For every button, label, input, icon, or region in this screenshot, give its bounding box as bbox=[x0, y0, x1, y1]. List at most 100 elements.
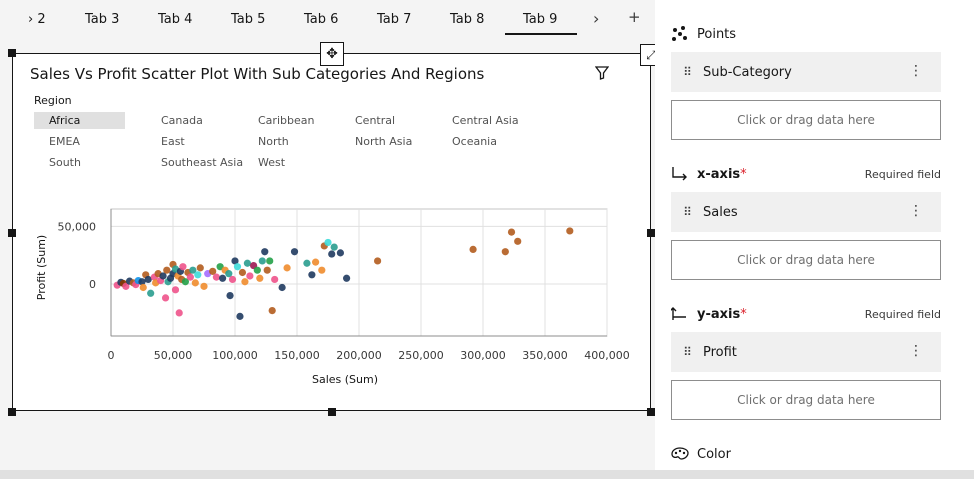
overflow-menu-icon[interactable]: ⋮ bbox=[909, 203, 923, 219]
legend-item-africa[interactable]: Africa bbox=[34, 112, 125, 129]
resize-handle-mr[interactable] bbox=[647, 229, 655, 237]
scatter-point bbox=[330, 243, 338, 251]
scatter-point bbox=[159, 272, 167, 280]
scatter-point bbox=[343, 274, 351, 282]
scatter-point bbox=[263, 266, 271, 274]
profit-field-pill[interactable]: ⠿ Profit ⋮ bbox=[671, 332, 941, 372]
xaxis-required-text: Required field bbox=[864, 168, 941, 181]
legend-item-southeast-asia[interactable]: Southeast Asia bbox=[161, 156, 244, 169]
move-icon[interactable]: ✥ bbox=[320, 42, 344, 66]
legend-item-west[interactable]: West bbox=[258, 156, 286, 169]
scatter-point bbox=[238, 268, 247, 277]
tab-2[interactable]: › 2 bbox=[28, 12, 46, 27]
legend-item-north[interactable]: North bbox=[258, 135, 289, 148]
legend-item-caribbean[interactable]: Caribbean bbox=[258, 114, 315, 127]
x-tick-label: 100,000 bbox=[212, 349, 258, 362]
drag-handle-icon[interactable]: ⠿ bbox=[683, 345, 692, 359]
y-tick-label: 0 bbox=[89, 278, 96, 291]
y-axis-icon bbox=[671, 307, 686, 320]
scatter-point bbox=[290, 248, 299, 256]
scatter-point bbox=[303, 259, 311, 267]
horizontal-scrollbar[interactable] bbox=[0, 470, 974, 479]
resize-handle-tl[interactable] bbox=[8, 49, 16, 57]
xaxis-drop-zone[interactable]: Click or drag data here bbox=[671, 240, 941, 280]
scatter-point bbox=[186, 273, 194, 281]
legend-item-south[interactable]: South bbox=[49, 156, 81, 169]
scatter-point bbox=[278, 283, 286, 292]
chevron-right-icon[interactable]: › bbox=[593, 9, 600, 28]
canvas: Sales Vs Profit Scatter Plot With Sub Ca… bbox=[0, 40, 662, 470]
scatter-point bbox=[144, 275, 152, 284]
drag-handle-icon[interactable]: ⠿ bbox=[683, 205, 692, 219]
scatter-visualization[interactable]: Sales Vs Profit Scatter Plot With Sub Ca… bbox=[12, 53, 651, 411]
y-axis-title: Profit (Sum) bbox=[35, 235, 48, 300]
overflow-menu-icon[interactable]: ⋮ bbox=[909, 63, 923, 79]
sales-field-pill[interactable]: ⠿ Sales ⋮ bbox=[671, 192, 941, 232]
scatter-point bbox=[324, 238, 332, 247]
y-tick-label: 50,000 bbox=[58, 220, 97, 233]
scatter-point bbox=[253, 266, 261, 274]
scatter-point bbox=[161, 294, 170, 302]
resize-handle-br[interactable] bbox=[647, 408, 655, 416]
scatter-point bbox=[243, 259, 251, 267]
scatter-point bbox=[228, 275, 237, 284]
tab-6[interactable]: Tab 6 bbox=[304, 12, 339, 27]
scatter-point bbox=[268, 307, 276, 315]
subcategory-field-pill[interactable]: ⠿ Sub-Category ⋮ bbox=[671, 52, 941, 92]
x-tick-label: 300,000 bbox=[460, 349, 506, 362]
scatter-point bbox=[163, 266, 171, 274]
scatter-point bbox=[226, 291, 234, 300]
x-axis-title: Sales (Sum) bbox=[312, 373, 378, 386]
resize-handle-ml[interactable] bbox=[8, 229, 16, 237]
scatter-point bbox=[312, 258, 320, 266]
scatter-point bbox=[566, 227, 574, 235]
resize-handle-bm[interactable] bbox=[328, 408, 336, 416]
sales-label: Sales bbox=[703, 204, 738, 220]
scatter-point bbox=[181, 278, 189, 286]
legend-item-east[interactable]: East bbox=[161, 135, 185, 148]
scatter-point bbox=[191, 279, 199, 287]
scatter-point bbox=[219, 274, 227, 282]
scatter-point bbox=[200, 282, 208, 290]
scatter-point bbox=[179, 263, 187, 271]
palette-icon bbox=[671, 447, 689, 460]
scatter-point bbox=[233, 263, 242, 271]
x-tick-label: 50,000 bbox=[154, 349, 193, 362]
legend-item-central[interactable]: Central bbox=[355, 114, 396, 127]
active-tab-indicator bbox=[505, 33, 577, 35]
filter-icon[interactable] bbox=[595, 66, 609, 80]
legend-item-emea[interactable]: EMEA bbox=[49, 135, 80, 148]
tab-4[interactable]: Tab 4 bbox=[158, 12, 193, 27]
tab-7[interactable]: Tab 7 bbox=[377, 12, 412, 27]
tab-9[interactable]: Tab 9 bbox=[523, 12, 558, 27]
yaxis-drop-zone[interactable]: Click or drag data here bbox=[671, 380, 941, 420]
scatter-point bbox=[175, 309, 183, 317]
x-tick-label: 0 bbox=[108, 349, 115, 362]
profit-label: Profit bbox=[703, 344, 737, 360]
scatter-point bbox=[246, 272, 254, 280]
tab-5[interactable]: Tab 5 bbox=[231, 12, 266, 27]
scatter-point bbox=[171, 286, 180, 294]
scatter-point bbox=[138, 278, 146, 286]
tab-3[interactable]: Tab 3 bbox=[85, 12, 120, 27]
points-label: Points bbox=[697, 26, 737, 42]
color-section-header: Color bbox=[671, 446, 731, 462]
legend-item-oceania[interactable]: Oceania bbox=[452, 135, 497, 148]
yaxis-label: y-axis bbox=[697, 306, 741, 322]
legend-item-central-asia[interactable]: Central Asia bbox=[452, 114, 519, 127]
visualization-title: Sales Vs Profit Scatter Plot With Sub Ca… bbox=[30, 65, 485, 83]
tab-8[interactable]: Tab 8 bbox=[450, 12, 485, 27]
scatter-point bbox=[261, 248, 269, 256]
scatter-point bbox=[256, 274, 264, 282]
scatter-point bbox=[374, 257, 382, 265]
overflow-menu-icon[interactable]: ⋮ bbox=[909, 343, 923, 359]
drag-handle-icon[interactable]: ⠿ bbox=[683, 65, 692, 79]
x-axis-icon bbox=[672, 167, 687, 181]
resize-handle-bl[interactable] bbox=[8, 408, 16, 416]
legend-item-canada[interactable]: Canada bbox=[161, 114, 203, 127]
points-drop-zone[interactable]: Click or drag data here bbox=[671, 100, 941, 140]
scatter-point bbox=[196, 264, 204, 272]
legend-item-north-asia[interactable]: North Asia bbox=[355, 135, 413, 148]
plus-icon[interactable]: + bbox=[628, 8, 641, 26]
scatter-point bbox=[212, 273, 220, 281]
